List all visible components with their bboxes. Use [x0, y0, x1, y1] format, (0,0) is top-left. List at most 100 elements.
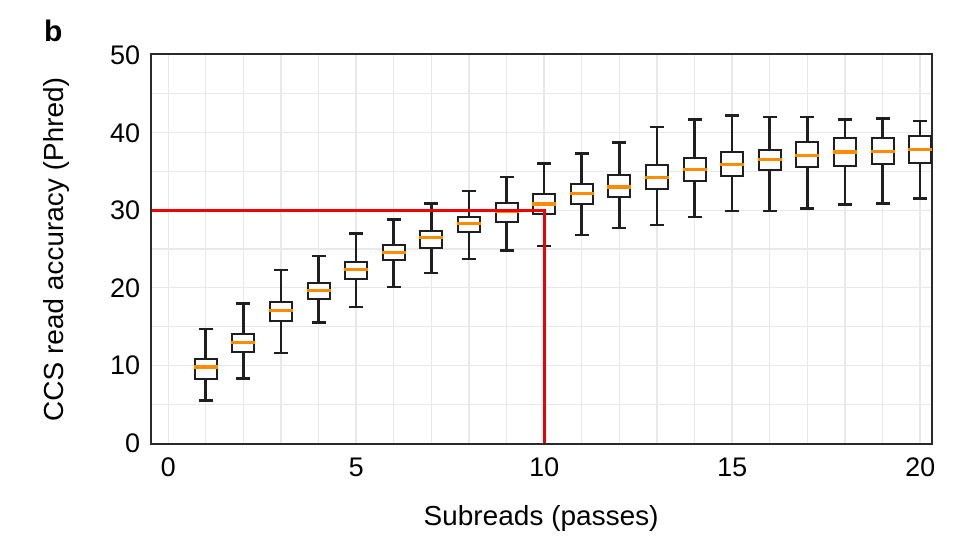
- whisker-lower-line: [430, 249, 433, 274]
- whisker-lower-line: [806, 167, 809, 209]
- whisker-lower-cap: [725, 209, 740, 213]
- median-line: [757, 158, 782, 162]
- whisker-upper-line: [655, 127, 659, 164]
- median-line: [908, 148, 933, 152]
- grid-line-horizontal: [152, 403, 931, 405]
- whisker-lower-line: [730, 176, 734, 211]
- whisker-upper-cap: [800, 115, 815, 119]
- whisker-upper-cap: [649, 125, 664, 129]
- whisker-upper-line: [467, 190, 471, 217]
- plot-area: [150, 53, 933, 445]
- whisker-lower-cap: [612, 226, 627, 230]
- whisker-lower-cap: [273, 351, 288, 355]
- whisker-lower-cap: [913, 197, 928, 200]
- whisker-upper-cap: [875, 117, 890, 120]
- median-line: [607, 185, 632, 189]
- whisker-lower-cap: [687, 215, 702, 219]
- whisker-upper-cap: [762, 115, 777, 119]
- grid-line-horizontal: [152, 131, 931, 134]
- whisker-lower-line: [655, 190, 659, 225]
- crosshair-layer: [152, 55, 931, 443]
- whisker-lower-cap: [424, 271, 439, 275]
- y-tick-label: 40: [109, 117, 140, 148]
- whisker-upper-cap: [386, 218, 401, 221]
- panel-label: b: [44, 15, 63, 48]
- median-line: [306, 288, 331, 292]
- whisker-upper-line: [392, 219, 396, 244]
- whisker-upper-line: [279, 269, 283, 301]
- whisker-lower-line: [618, 197, 621, 229]
- whisker-lower-cap: [649, 223, 664, 227]
- whisker-upper-cap: [311, 254, 326, 258]
- median-line: [532, 202, 557, 206]
- crosshair-vertical-line: [542, 208, 546, 443]
- whisker-upper-line: [881, 118, 884, 138]
- whisker-upper-line: [242, 303, 245, 333]
- median-line: [381, 251, 406, 255]
- x-axis-title: Subreads (passes): [423, 500, 659, 531]
- grid-line-horizontal: [152, 170, 931, 173]
- median-line: [419, 235, 444, 239]
- median-line: [795, 153, 820, 157]
- whisker-upper-cap: [273, 268, 288, 272]
- grid-line-horizontal: [152, 364, 931, 367]
- whisker-upper-cap: [349, 232, 364, 235]
- whisker-lower-line: [242, 352, 245, 379]
- grid-line-horizontal: [152, 325, 931, 328]
- whisker-lower-line: [843, 166, 847, 205]
- whisker-lower-cap: [461, 257, 476, 261]
- x-tick-label: 5: [348, 452, 364, 482]
- whisker-lower-cap: [311, 321, 326, 324]
- whisker-lower-line: [918, 163, 922, 199]
- whisker-lower-line: [580, 204, 584, 236]
- whisker-lower-line: [505, 223, 508, 251]
- boxplot-layer: [152, 55, 933, 443]
- whisker-lower-line: [392, 261, 396, 287]
- whisker-lower-line: [881, 165, 884, 204]
- whisker-upper-line: [430, 203, 433, 230]
- grid-line-horizontal: [152, 287, 931, 289]
- x-tick-label: 20: [905, 452, 936, 482]
- whisker-upper-line: [843, 119, 847, 138]
- whisker-lower-line: [317, 300, 320, 323]
- whisker-upper-cap: [424, 201, 439, 205]
- whisker-lower-cap: [875, 201, 890, 205]
- whisker-upper-cap: [537, 162, 552, 165]
- median-line: [344, 267, 369, 271]
- whisker-upper-cap: [461, 189, 476, 193]
- median-line: [832, 150, 857, 154]
- whisker-upper-cap: [499, 175, 514, 179]
- y-tick-label: 0: [124, 428, 140, 458]
- grid-line-horizontal: [152, 93, 931, 95]
- whisker-lower-cap: [349, 305, 364, 309]
- y-tick-label: 50: [109, 40, 140, 70]
- median-line: [268, 308, 293, 312]
- whisker-lower-cap: [386, 285, 401, 289]
- median-line: [456, 221, 481, 225]
- whisker-upper-line: [580, 153, 584, 184]
- whisker-upper-cap: [198, 327, 213, 331]
- median-line: [231, 341, 256, 345]
- whisker-upper-line: [354, 233, 358, 261]
- whisker-upper-line: [204, 328, 208, 358]
- whisker-upper-line: [918, 120, 922, 135]
- x-tick-label: 0: [160, 452, 176, 482]
- box-rect: [419, 229, 444, 249]
- median-line: [720, 162, 745, 166]
- whisker-upper-line: [768, 117, 771, 149]
- whisker-upper-cap: [612, 141, 627, 144]
- y-tick-label: 20: [109, 272, 140, 303]
- whisker-lower-line: [467, 232, 471, 260]
- whisker-lower-line: [768, 171, 771, 211]
- whisker-lower-line: [204, 380, 208, 401]
- whisker-lower-cap: [800, 207, 815, 210]
- whisker-lower-cap: [762, 209, 777, 213]
- whisker-lower-cap: [499, 249, 514, 252]
- y-axis-title: CCS read accuracy (Phred): [38, 77, 69, 421]
- whisker-lower-cap: [837, 203, 852, 207]
- whisker-lower-cap: [198, 399, 213, 402]
- y-tick-label: 10: [109, 350, 140, 381]
- whisker-upper-cap: [687, 118, 702, 121]
- whisker-upper-cap: [913, 119, 928, 123]
